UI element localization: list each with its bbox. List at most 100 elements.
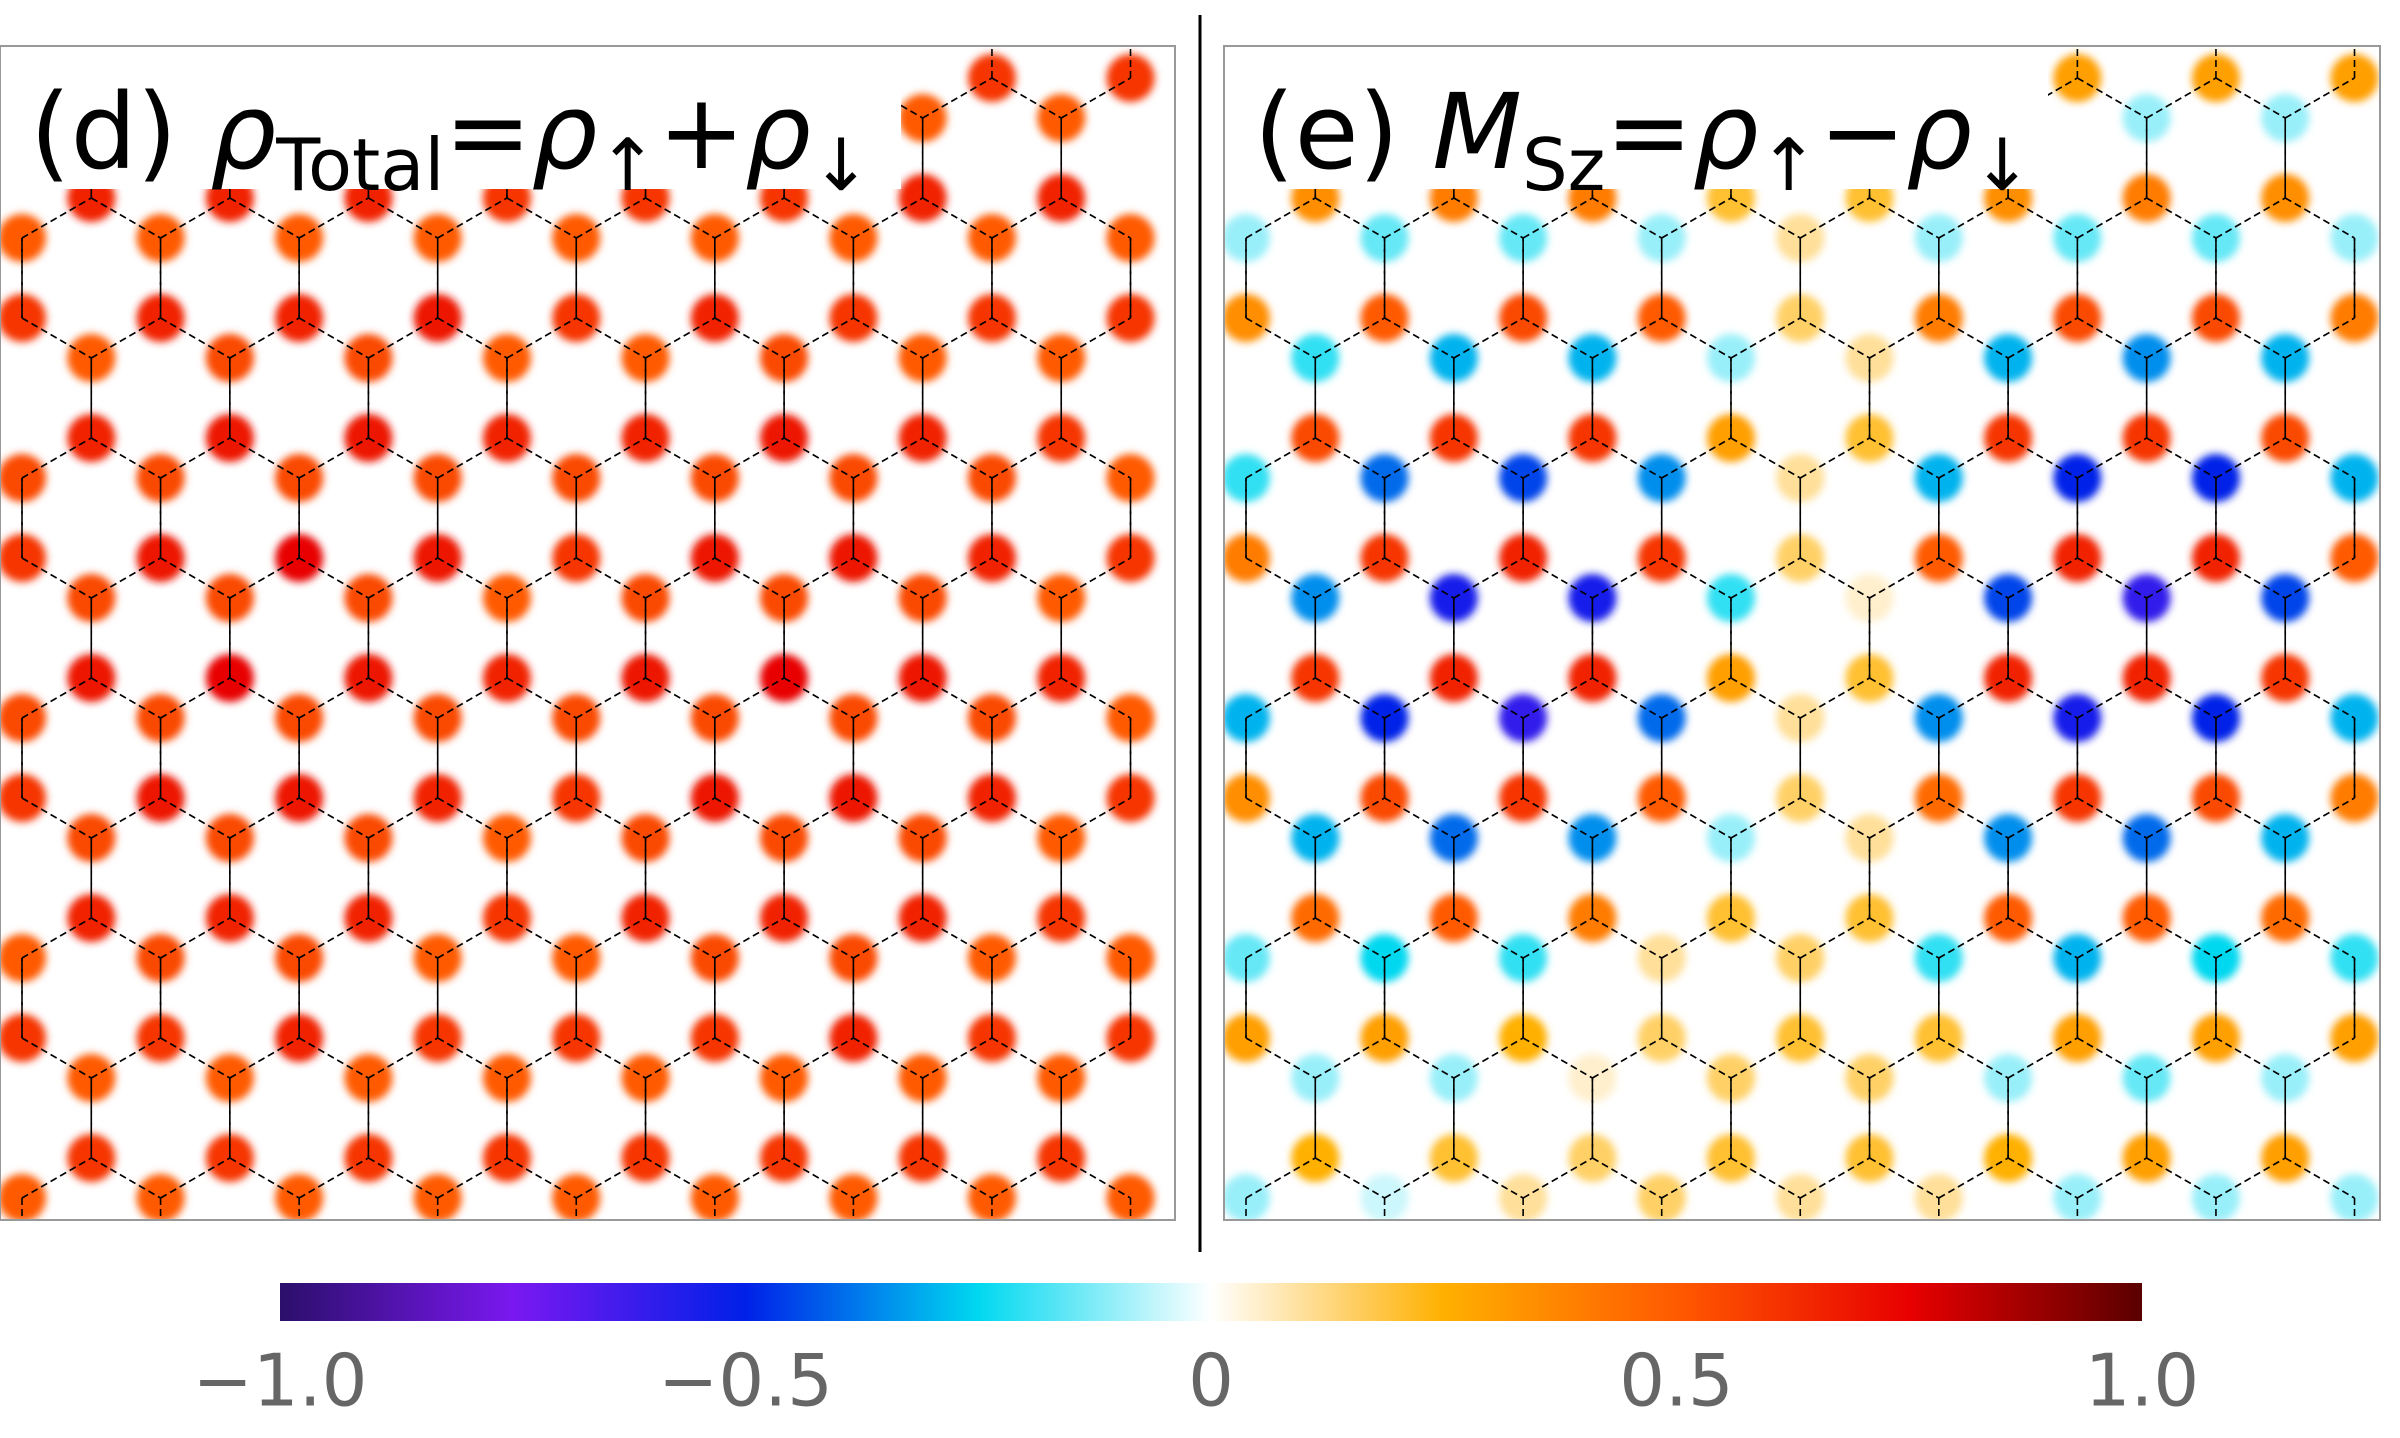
bond [1799, 317, 1870, 359]
bond [2007, 917, 2078, 959]
bond [506, 437, 577, 479]
bond [229, 1037, 300, 1079]
bond [1938, 677, 2009, 719]
bond [1522, 437, 1593, 479]
bond [1384, 317, 1455, 359]
bond [160, 677, 231, 719]
bond [645, 197, 716, 239]
bond [575, 557, 646, 599]
bond [1938, 437, 2009, 479]
bond [1060, 77, 1131, 119]
bond [368, 1157, 439, 1199]
site [967, 1174, 1016, 1220]
bond [1522, 317, 1593, 359]
panel-frame [0, 45, 1176, 1221]
bond [922, 77, 993, 119]
bond [160, 197, 231, 239]
bond [1384, 1157, 1455, 1199]
bond [1060, 797, 1131, 839]
bond [575, 917, 646, 959]
bond [1869, 677, 1940, 719]
bond [714, 437, 785, 479]
bond [1245, 1037, 1316, 1079]
site [2053, 1174, 2102, 1220]
bond [1799, 557, 1870, 599]
bond [160, 557, 231, 599]
bond [1730, 317, 1801, 359]
bond [1869, 1037, 1940, 1079]
bond [991, 317, 1062, 359]
bond [1453, 917, 1524, 959]
bond [2007, 1037, 2078, 1079]
bond [506, 317, 577, 359]
bond [2284, 437, 2355, 479]
site [552, 1174, 601, 1220]
bond [1592, 797, 1663, 839]
bond [1730, 797, 1801, 839]
bond [21, 917, 92, 959]
bond [852, 1037, 924, 1079]
bond [575, 1037, 646, 1079]
bond [1592, 1037, 1663, 1079]
colorbar-tick-label: 0 [1188, 1339, 1234, 1423]
bond [1938, 197, 2009, 239]
bond [1060, 317, 1131, 359]
bond [2146, 797, 2217, 839]
bond [991, 1037, 1062, 1079]
bond [298, 1157, 369, 1199]
bond [1384, 1037, 1455, 1079]
bond [437, 1157, 508, 1199]
bond [1245, 797, 1316, 839]
bond [1869, 1157, 1940, 1199]
title-part: + [658, 71, 745, 193]
bond [1730, 917, 1801, 959]
bond [437, 557, 508, 599]
bond [1938, 917, 2009, 959]
bond [1661, 437, 1732, 479]
bond [368, 797, 439, 839]
bond [90, 1157, 161, 1199]
bond [1522, 557, 1593, 599]
bond [991, 917, 1062, 959]
bond [1661, 797, 1732, 839]
bond [21, 1037, 92, 1079]
bond [1869, 917, 1940, 959]
bond [991, 797, 1062, 839]
site [1106, 1174, 1155, 1220]
bond [90, 317, 161, 359]
bond [714, 197, 785, 239]
bond [298, 917, 369, 959]
bond [506, 1037, 577, 1079]
bond [1245, 437, 1316, 479]
bond [783, 1037, 854, 1079]
colorbar-tick-label: 1.0 [2085, 1339, 2200, 1423]
bond [1060, 677, 1131, 719]
bond [229, 797, 300, 839]
bond [645, 677, 716, 719]
bond [1384, 677, 1455, 719]
bond [714, 797, 785, 839]
bond [575, 437, 646, 479]
title-part: Sz [1522, 123, 1606, 207]
bond [368, 677, 439, 719]
bond [1592, 1157, 1663, 1199]
bond [1799, 1157, 1870, 1199]
bond [2076, 1157, 2148, 1199]
bond [90, 557, 161, 599]
bond [298, 317, 369, 359]
bond [437, 917, 508, 959]
colorbar-tick-label: 0.5 [1619, 1339, 1734, 1423]
bond [506, 917, 577, 959]
bond [2215, 197, 2286, 239]
bond [229, 317, 300, 359]
bond [2076, 437, 2148, 479]
bond [160, 917, 231, 959]
bond [506, 797, 577, 839]
bond [437, 197, 508, 239]
bond [1730, 677, 1801, 719]
bond [1592, 557, 1663, 599]
bond [1453, 677, 1524, 719]
bond [645, 317, 716, 359]
bond [368, 557, 439, 599]
bond [852, 317, 924, 359]
